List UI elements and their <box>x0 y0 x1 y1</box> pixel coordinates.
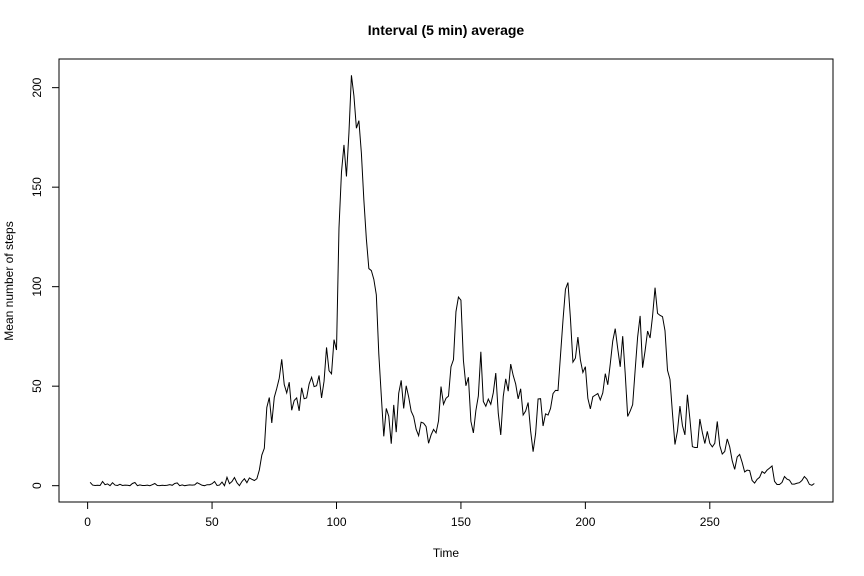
x-tick-label: 0 <box>84 515 91 529</box>
y-axis: 0 50 100 150 200 <box>30 77 60 489</box>
x-tick-label: 50 <box>205 515 219 529</box>
x-tick-label: 100 <box>326 515 346 529</box>
y-tick-label: 50 <box>30 379 44 393</box>
x-axis-label: Time <box>433 546 460 560</box>
plot-area <box>58 58 834 503</box>
y-tick-label: 150 <box>30 177 44 197</box>
x-axis: 0 50 100 150 200 250 <box>84 501 720 529</box>
y-tick-label: 100 <box>30 276 44 296</box>
y-tick-label: 0 <box>30 482 44 489</box>
chart-title: Interval (5 min) average <box>368 22 525 38</box>
x-tick-label: 250 <box>700 515 720 529</box>
series-line-mean-steps <box>89 75 815 487</box>
y-tick-label: 200 <box>30 77 44 97</box>
x-tick-label: 150 <box>451 515 471 529</box>
x-tick-label: 200 <box>575 515 595 529</box>
y-axis-label: Mean number of steps <box>2 221 16 340</box>
